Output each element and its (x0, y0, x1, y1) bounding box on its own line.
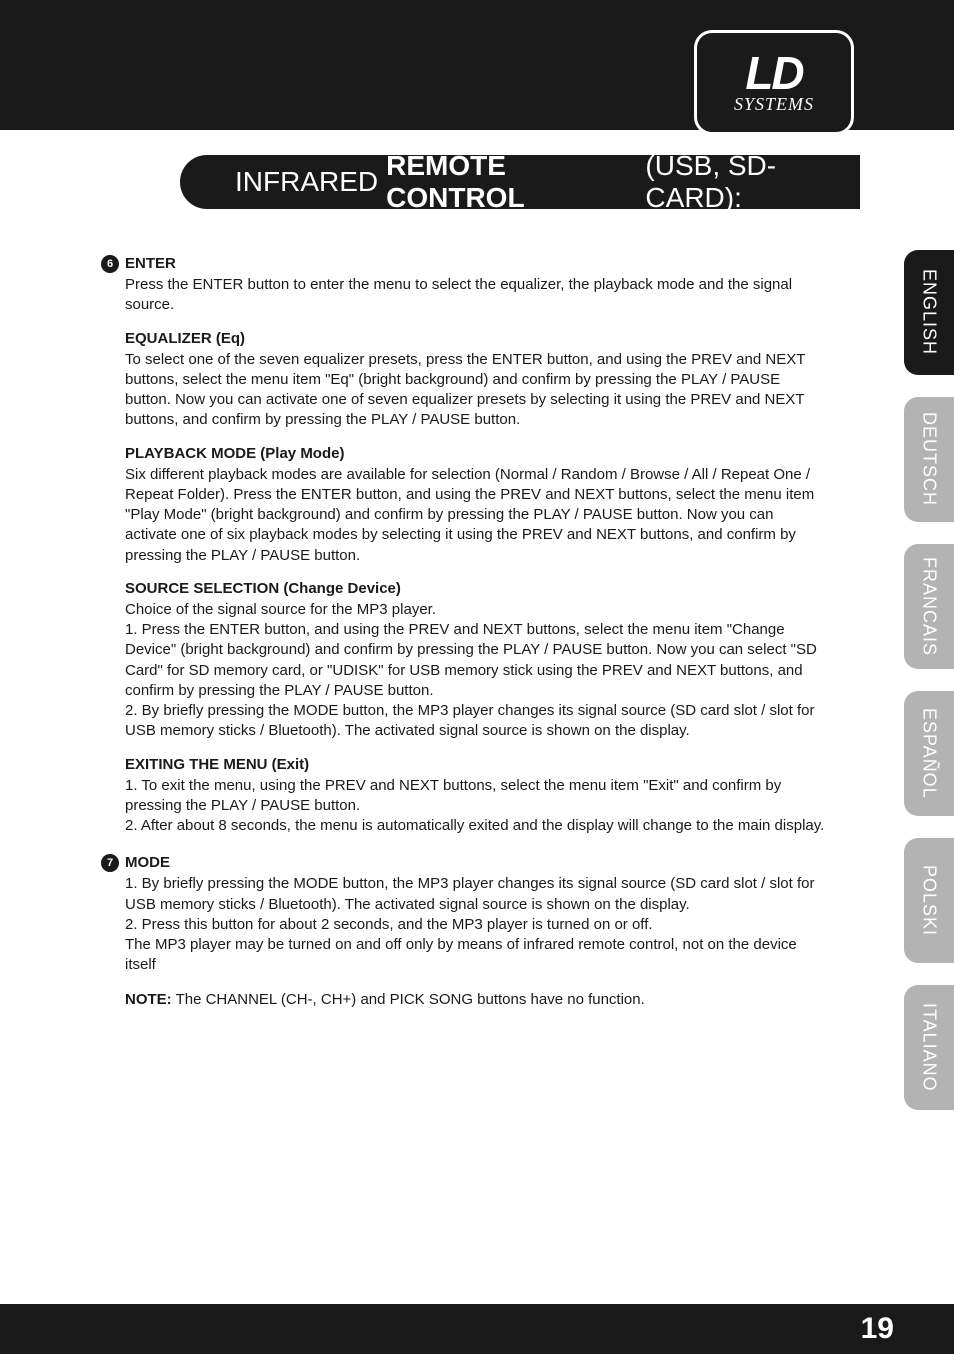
body-source-selection: Choice of the signal source for the MP3 … (125, 600, 825, 742)
bullet-number-icon: 6 (101, 255, 119, 273)
content-area: 6 ENTER Press the ENTER button to enter … (125, 255, 825, 1028)
lang-tab-espanol[interactable]: ESPAÑOL (904, 691, 954, 816)
brand-logo: LD SYSTEMS (694, 30, 854, 135)
logo-top-text: LD (745, 50, 802, 96)
body-playback-mode: Six different playback modes are availab… (125, 465, 825, 566)
section-title-bar: INFRARED REMOTE CONTROL (USB, SD-CARD): (180, 155, 860, 209)
manual-page: LD SYSTEMS INFRARED REMOTE CONTROL (USB,… (0, 0, 954, 1354)
heading-enter: ENTER (125, 255, 825, 272)
lang-tab-polski[interactable]: POLSKI (904, 838, 954, 963)
lang-tab-italiano[interactable]: ITALIANO (904, 985, 954, 1110)
intro-enter: Press the ENTER button to enter the menu… (125, 275, 825, 316)
title-prefix: INFRARED (235, 166, 378, 198)
heading-equalizer: EQUALIZER (Eq) (125, 330, 825, 347)
language-tabs: ENGLISH DEUTSCH FRANCAIS ESPAÑOL POLSKI … (904, 250, 954, 1132)
lang-tab-english[interactable]: ENGLISH (904, 250, 954, 375)
body-mode: 1. By briefly pressing the MODE button, … (125, 874, 825, 975)
logo-bottom-text: SYSTEMS (734, 94, 814, 115)
note-line: NOTE: The CHANNEL (CH-, CH+) and PICK SO… (125, 990, 825, 1010)
section-mode: 7 MODE 1. By briefly pressing the MODE b… (125, 854, 825, 1010)
footer-bar: 19 (0, 1304, 954, 1354)
bullet-number-icon: 7 (101, 854, 119, 872)
title-main: REMOTE CONTROL (386, 150, 637, 214)
lang-tab-deutsch[interactable]: DEUTSCH (904, 397, 954, 522)
lang-tab-francais[interactable]: FRANCAIS (904, 544, 954, 669)
section-enter: 6 ENTER Press the ENTER button to enter … (125, 255, 825, 836)
note-label: NOTE: (125, 991, 172, 1008)
heading-playback-mode: PLAYBACK MODE (Play Mode) (125, 445, 825, 462)
title-suffix: (USB, SD-CARD): (645, 150, 860, 214)
heading-exit-menu: EXITING THE MENU (Exit) (125, 756, 825, 773)
note-text: The CHANNEL (CH-, CH+) and PICK SONG but… (172, 991, 645, 1008)
body-exit-menu: 1. To exit the menu, using the PREV and … (125, 776, 825, 837)
heading-mode: MODE (125, 854, 825, 871)
body-equalizer: To select one of the seven equalizer pre… (125, 350, 825, 431)
heading-source-selection: SOURCE SELECTION (Change Device) (125, 580, 825, 597)
page-number: 19 (861, 1312, 894, 1346)
